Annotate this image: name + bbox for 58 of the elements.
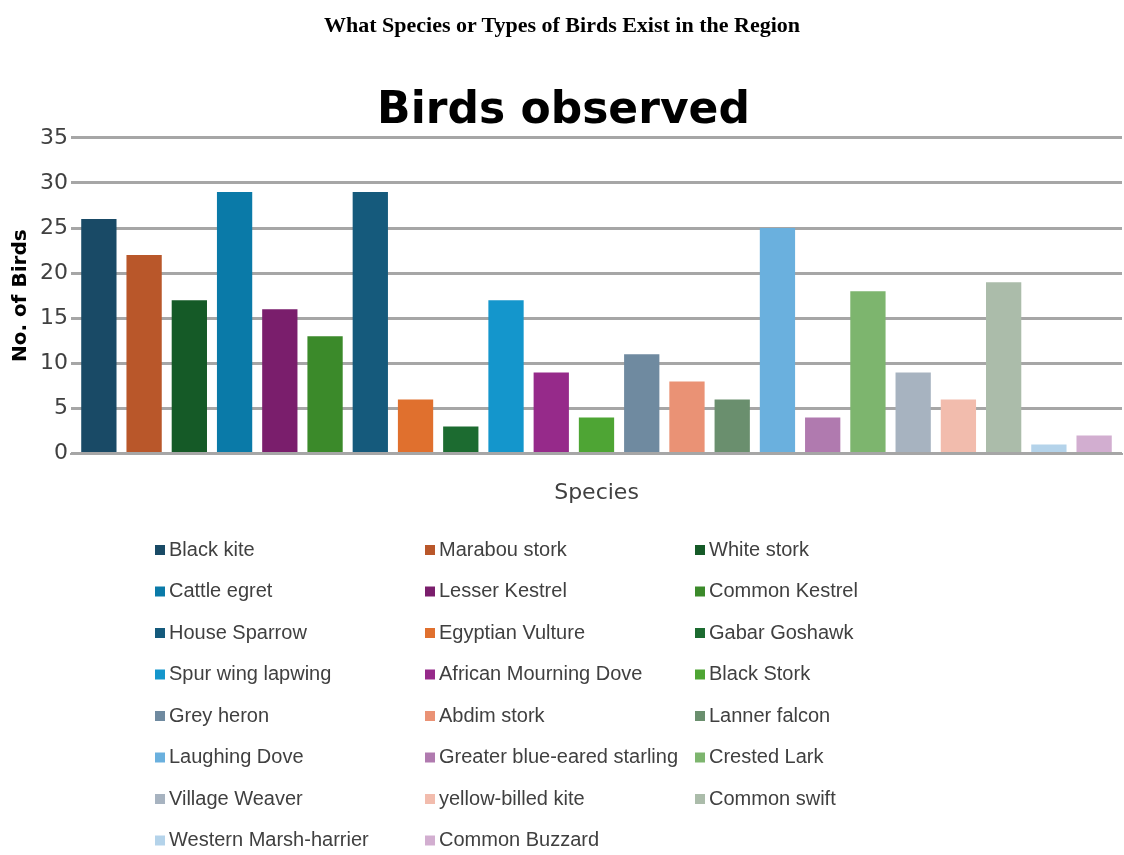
y-tick-label: 15 bbox=[39, 303, 68, 329]
bar bbox=[171, 300, 207, 453]
legend-label: Common swift bbox=[709, 786, 837, 809]
legend-label: Spur wing lapwing bbox=[169, 662, 332, 685]
legend-label: Abdim stork bbox=[439, 703, 546, 726]
chart-subtitle: Birds observed bbox=[377, 81, 750, 133]
y-tick-label: 25 bbox=[39, 213, 68, 239]
bar bbox=[126, 255, 162, 453]
bar bbox=[1076, 435, 1112, 453]
bar bbox=[81, 219, 117, 453]
legend-label: Black Stork bbox=[709, 662, 812, 685]
bar bbox=[533, 372, 569, 453]
bar bbox=[669, 381, 705, 453]
legend-label: Black kite bbox=[169, 537, 255, 560]
y-tick-label: 10 bbox=[39, 349, 68, 375]
legend-label: Laughing Dove bbox=[169, 745, 304, 768]
bar bbox=[488, 300, 524, 453]
y-tick-label: 20 bbox=[39, 258, 68, 284]
bar bbox=[624, 354, 660, 453]
bar bbox=[805, 417, 841, 453]
legend-label: House Sparrow bbox=[169, 620, 308, 643]
bar bbox=[578, 417, 615, 453]
legend-label: Western Marsh-harrier bbox=[169, 828, 370, 851]
chart-title: What Species or Types of Birds Exist in the Region bbox=[322, 11, 802, 39]
y-axis-title: No. of Birds bbox=[7, 229, 32, 363]
bar bbox=[759, 228, 796, 453]
legend-label: Marabou stork bbox=[439, 537, 568, 560]
bar bbox=[940, 399, 977, 453]
legend-label: yellow-billed kite bbox=[439, 786, 585, 809]
legend-label: Cattle egret bbox=[169, 579, 273, 602]
y-tick-label: 0 bbox=[53, 439, 68, 465]
legend-label: Greater blue-eared starling bbox=[439, 745, 679, 768]
y-tick-label: 5 bbox=[53, 394, 68, 420]
legend-label: Village Weaver bbox=[169, 786, 304, 809]
legend-label: Crested Lark bbox=[709, 745, 825, 768]
y-tick-label: 35 bbox=[39, 123, 68, 149]
legend-label: Lanner falcon bbox=[709, 703, 831, 726]
legend-label: African Mourning Dove bbox=[439, 662, 643, 685]
legend-label: Common Buzzard bbox=[439, 828, 600, 851]
x-axis-title: Species bbox=[554, 478, 639, 504]
bar bbox=[714, 399, 750, 453]
bar bbox=[850, 291, 886, 453]
legend-label: Egyptian Vulture bbox=[439, 620, 586, 643]
legend-label: White stork bbox=[709, 537, 811, 560]
bar bbox=[397, 399, 434, 453]
legend-label: Lesser Kestrel bbox=[439, 579, 567, 602]
legend-label: Grey heron bbox=[169, 703, 270, 726]
bar bbox=[986, 282, 1022, 453]
bar bbox=[895, 372, 931, 453]
bar bbox=[307, 336, 343, 453]
bar bbox=[1031, 444, 1067, 453]
bar bbox=[352, 191, 388, 453]
bar bbox=[216, 191, 253, 453]
legend-label: Gabar Goshawk bbox=[709, 620, 855, 643]
legend-label: Common Kestrel bbox=[709, 579, 858, 602]
y-tick-label: 30 bbox=[39, 168, 68, 194]
bar bbox=[262, 309, 298, 453]
bar bbox=[443, 426, 479, 453]
